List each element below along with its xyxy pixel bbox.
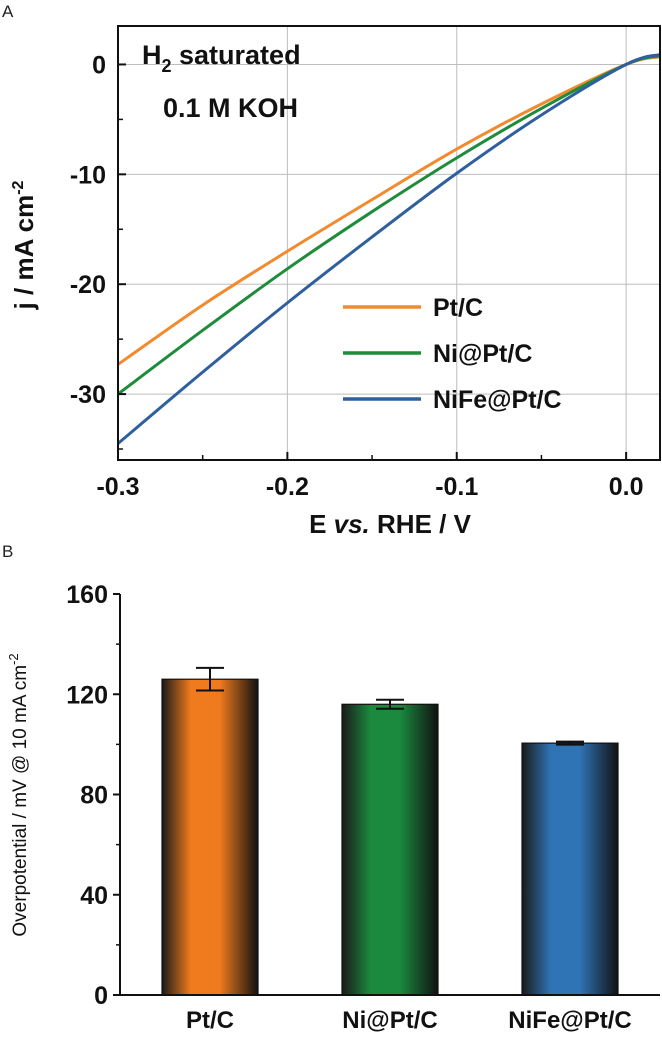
panel-b-ticks: 0 40 80 120 160 Pt/C Ni@Pt/C NiFe@Pt/C	[66, 581, 631, 1034]
x-tick-label: 0.0	[609, 473, 644, 501]
x-tick-label: -0.2	[266, 473, 309, 501]
panel-b-y-axis-label: Overpotential / mV @ 10 mA cm-2	[6, 653, 31, 936]
category-label: Ni@Pt/C	[342, 1007, 437, 1034]
panel-a-y-axis-label: j / mA cm-2	[9, 180, 39, 310]
panel-a-plot-frame	[117, 25, 661, 461]
y-tick-label: 160	[66, 581, 108, 609]
panel-a-legend: Pt/C Ni@Pt/C NiFe@Pt/C	[343, 294, 562, 414]
annotation-h2-saturated: H2 saturated	[142, 40, 301, 76]
bar-nife-pt-c	[521, 742, 619, 996]
category-label: Pt/C	[186, 1007, 234, 1034]
panel-a-ticks: -0.3 -0.2 -0.1 0.0 0 -10 -20 -30	[70, 51, 644, 501]
series-line-nife-pt-c	[117, 53, 661, 445]
panel-a-x-axis-label: E vs. RHE / V	[309, 509, 472, 539]
legend-label: Pt/C	[433, 294, 483, 322]
panel-a-series	[117, 53, 661, 445]
panel-a-line-chart: -0.3 -0.2 -0.1 0.0 0 -10 -20 -30 H2 saturated 0…	[9, 25, 661, 539]
y-tick-label: 0	[92, 51, 106, 79]
panel-a-label: A	[2, 2, 14, 21]
y-tick-label: -30	[70, 381, 106, 409]
y-tick-label: 0	[94, 982, 108, 1010]
bar-pt-c	[161, 678, 259, 996]
y-tick-label: 120	[66, 681, 108, 709]
x-tick-label: -0.1	[435, 473, 478, 501]
x-tick-label: -0.3	[96, 473, 139, 501]
y-tick-label: 80	[80, 782, 108, 810]
category-label: NiFe@Pt/C	[508, 1007, 631, 1034]
y-tick-label: 40	[80, 882, 108, 910]
annotation-electrolyte: 0.1 M KOH	[163, 93, 298, 123]
panel-b-bars	[161, 666, 619, 996]
y-tick-label: -20	[70, 271, 106, 299]
legend-label: NiFe@Pt/C	[433, 386, 562, 414]
panel-b-label: B	[2, 542, 13, 561]
y-tick-label: -10	[70, 161, 106, 189]
panel-a-grid	[117, 26, 660, 460]
bar-ni-pt-c	[341, 703, 439, 996]
panel-b-bar-chart: 0 40 80 120 160 Pt/C Ni@Pt/C NiFe@Pt/C Overpote…	[6, 581, 660, 1034]
legend-label: Ni@Pt/C	[433, 340, 532, 368]
